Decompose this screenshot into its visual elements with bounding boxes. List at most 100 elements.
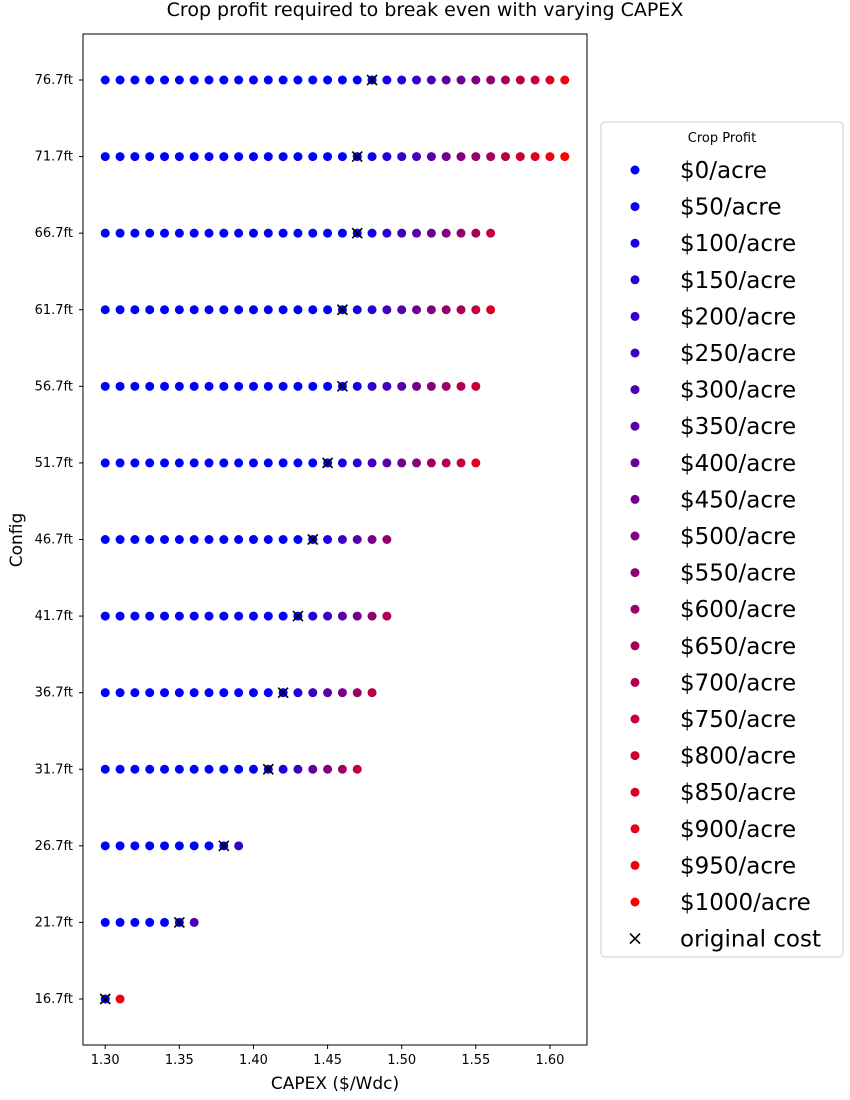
data-point bbox=[323, 152, 333, 162]
data-point bbox=[382, 228, 392, 238]
data-point bbox=[160, 381, 170, 391]
data-point bbox=[160, 917, 170, 927]
data-point bbox=[115, 305, 125, 315]
legend-marker bbox=[630, 238, 640, 248]
data-point bbox=[219, 611, 229, 621]
data-point bbox=[500, 152, 510, 162]
original-cost-markers bbox=[99, 74, 378, 1005]
data-point bbox=[219, 764, 229, 774]
data-point bbox=[204, 152, 214, 162]
original-cost-marker bbox=[277, 687, 289, 699]
original-cost-marker bbox=[173, 916, 185, 928]
data-point bbox=[412, 75, 422, 85]
original-cost-marker bbox=[366, 74, 378, 86]
data-point bbox=[308, 688, 318, 698]
y-axis-label: Config bbox=[7, 513, 27, 568]
data-point bbox=[308, 458, 318, 468]
data-point bbox=[337, 611, 347, 621]
original-cost-marker bbox=[351, 151, 363, 163]
data-point bbox=[367, 688, 377, 698]
data-point bbox=[130, 75, 140, 85]
data-point bbox=[160, 535, 170, 544]
data-point bbox=[441, 458, 451, 468]
data-point bbox=[308, 305, 318, 315]
data-point bbox=[145, 535, 155, 544]
data-point bbox=[456, 228, 466, 238]
data-point bbox=[234, 841, 244, 851]
data-point bbox=[412, 228, 422, 238]
data-point bbox=[456, 458, 466, 468]
data-point bbox=[234, 764, 244, 774]
data-point bbox=[471, 305, 481, 315]
original-cost-marker bbox=[292, 610, 304, 622]
data-point bbox=[456, 305, 466, 315]
data-point bbox=[530, 152, 540, 162]
data-point bbox=[204, 75, 214, 85]
legend-label: $400/acre bbox=[680, 451, 796, 477]
data-point bbox=[471, 75, 481, 85]
x-axis: 1.30 1.35 1.40 1.45 1.50 1.55 1.60 bbox=[91, 1045, 564, 1068]
data-point bbox=[293, 381, 303, 391]
data-point bbox=[456, 381, 466, 391]
data-point bbox=[426, 152, 436, 162]
legend-label: $650/acre bbox=[680, 634, 796, 660]
data-point bbox=[174, 75, 184, 85]
x-tick-label: 1.55 bbox=[461, 1053, 490, 1068]
legend-marker bbox=[630, 348, 640, 358]
data-point bbox=[337, 228, 347, 238]
data-point bbox=[204, 841, 214, 851]
data-point bbox=[278, 381, 288, 391]
legend-label: $550/acre bbox=[680, 561, 796, 587]
legend-marker bbox=[630, 714, 640, 724]
data-point bbox=[174, 305, 184, 315]
data-point bbox=[426, 381, 436, 391]
data-point bbox=[323, 611, 333, 621]
data-point bbox=[100, 688, 110, 698]
data-point bbox=[263, 535, 273, 544]
data-point bbox=[189, 305, 199, 315]
data-point bbox=[337, 75, 347, 85]
legend-marker bbox=[630, 202, 640, 212]
data-point bbox=[278, 152, 288, 162]
data-point bbox=[441, 152, 451, 162]
data-point bbox=[248, 458, 258, 468]
data-point bbox=[100, 228, 110, 238]
legend-x-marker bbox=[629, 933, 641, 945]
data-point bbox=[382, 381, 392, 391]
data-point bbox=[263, 228, 273, 238]
y-tick-label: 21.7ft bbox=[35, 915, 73, 930]
data-point bbox=[160, 75, 170, 85]
data-point bbox=[397, 381, 407, 391]
data-point bbox=[278, 458, 288, 468]
data-point bbox=[100, 841, 110, 851]
data-point bbox=[145, 381, 155, 391]
legend-title: Crop Profit bbox=[688, 131, 756, 146]
data-point bbox=[337, 152, 347, 162]
data-point bbox=[263, 611, 273, 621]
data-point bbox=[500, 75, 510, 85]
data-point bbox=[130, 305, 140, 315]
data-point bbox=[248, 381, 258, 391]
data-point bbox=[471, 228, 481, 238]
data-point bbox=[486, 75, 496, 85]
original-cost-marker bbox=[262, 763, 274, 775]
legend-label: $250/acre bbox=[680, 341, 796, 367]
data-point bbox=[278, 75, 288, 85]
legend-marker bbox=[630, 275, 640, 285]
data-point bbox=[337, 764, 347, 774]
data-point bbox=[115, 764, 125, 774]
data-point bbox=[160, 611, 170, 621]
data-point bbox=[219, 535, 229, 544]
data-point bbox=[130, 611, 140, 621]
data-point bbox=[174, 611, 184, 621]
data-point bbox=[367, 535, 377, 544]
data-point bbox=[263, 381, 273, 391]
original-cost-marker bbox=[307, 533, 319, 546]
data-point bbox=[248, 764, 258, 774]
data-point bbox=[174, 228, 184, 238]
y-axis: 16.7ft 21.7ft 26.7ft 31.7ft 36.7ft 41.7ft 46.7… bbox=[35, 73, 83, 1007]
data-point bbox=[456, 152, 466, 162]
data-point bbox=[263, 75, 273, 85]
data-point bbox=[234, 535, 244, 544]
data-point bbox=[352, 75, 362, 85]
